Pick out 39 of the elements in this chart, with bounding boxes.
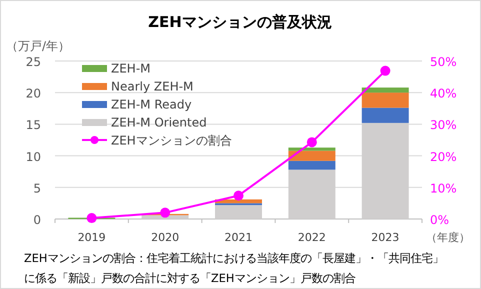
point [160, 208, 170, 218]
y2-tick-label: 50% [430, 55, 457, 69]
text: に係る「新設」戸数の合計に対する「ZEHマンション」戸数の割合 [24, 272, 356, 285]
point [86, 213, 97, 224]
bar [215, 205, 262, 219]
x-tick-label: 2023 [371, 231, 400, 244]
y2-tick-label: 30% [430, 118, 457, 132]
y-axis-title: （万戸/年） [6, 39, 70, 53]
bar [362, 92, 409, 108]
y-tick-label: 10 [26, 150, 41, 164]
x-tick-label: 2019 [78, 231, 106, 244]
legend-label: ZEHマンションの割合 [111, 134, 232, 148]
y-tick-label: 25 [26, 55, 41, 69]
point [306, 137, 317, 148]
y2-tick-label: 20% [430, 150, 457, 164]
x-tick-label: 2022 [298, 231, 326, 244]
legend-label: ZEH-M Oriented [111, 116, 207, 130]
point [380, 66, 390, 76]
bar [288, 160, 336, 170]
bar [362, 108, 409, 123]
y2-tick-label: 40% [430, 86, 457, 101]
chart-title: ZEHマンションの普及状況 [148, 13, 332, 31]
bar [362, 88, 409, 93]
x-tick-label: 2021 [224, 231, 252, 244]
y2-tick-label: 10% [430, 181, 457, 196]
y-tick-label: 20 [26, 86, 41, 101]
x-axis-title: （年度） [426, 231, 470, 244]
bar [142, 215, 189, 219]
bar [288, 150, 336, 161]
legend-label: ZEH-M [111, 62, 151, 76]
legend-label: Nearly ZEH-M [111, 80, 194, 94]
point [234, 190, 244, 201]
y2-tick-label: 0% [430, 213, 450, 227]
y-tick-label: 0 [33, 213, 41, 227]
x-tick-label: 2020 [151, 231, 180, 244]
y-tick-label: 5 [33, 181, 41, 196]
y-tick-label: 15 [26, 118, 41, 132]
legend-label: ZEH-M Ready [111, 98, 192, 112]
text: ZEHマンションの割合：住宅着工統計における当該年度の「長屋建」・「共同住宅」 [24, 252, 444, 265]
